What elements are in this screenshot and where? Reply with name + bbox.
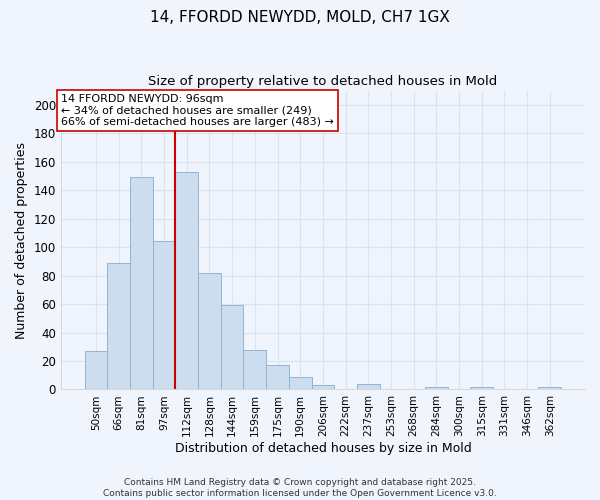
Title: Size of property relative to detached houses in Mold: Size of property relative to detached ho… [148,75,497,88]
Text: Contains HM Land Registry data © Crown copyright and database right 2025.
Contai: Contains HM Land Registry data © Crown c… [103,478,497,498]
Bar [85,351,107,390]
Bar [244,350,266,390]
Bar [175,172,198,390]
Bar [470,386,493,390]
Bar [289,376,311,390]
X-axis label: Distribution of detached houses by size in Mold: Distribution of detached houses by size … [175,442,471,455]
Bar [152,242,175,390]
Bar [198,272,221,390]
Bar [425,386,448,390]
Bar [221,306,244,390]
Bar [107,263,130,390]
Text: 14, FFORDD NEWYDD, MOLD, CH7 1GX: 14, FFORDD NEWYDD, MOLD, CH7 1GX [150,10,450,25]
Bar [538,386,561,390]
Y-axis label: Number of detached properties: Number of detached properties [15,142,28,338]
Bar [266,366,289,390]
Bar [357,384,380,390]
Bar [130,178,152,390]
Bar [311,385,334,390]
Text: 14 FFORDD NEWYDD: 96sqm
← 34% of detached houses are smaller (249)
66% of semi-d: 14 FFORDD NEWYDD: 96sqm ← 34% of detache… [61,94,334,126]
